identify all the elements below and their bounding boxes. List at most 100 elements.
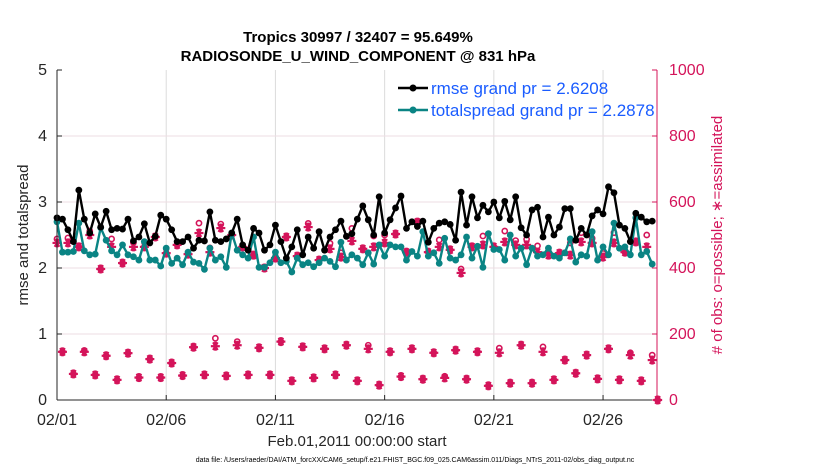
totalspread-point	[599, 243, 607, 251]
rmse-point	[616, 221, 623, 229]
obs-assimilated-marker	[522, 240, 532, 250]
obs-assimilated-marker	[112, 375, 122, 385]
obs-assimilated-marker	[582, 350, 592, 360]
obs-assimilated-marker	[374, 380, 384, 390]
legend-marker-totalspread	[409, 106, 417, 114]
totalspread-point	[326, 258, 334, 265]
rmse-point	[59, 215, 66, 223]
rmse-point	[452, 236, 460, 244]
rmse-point	[228, 229, 236, 237]
rmse-point	[474, 214, 481, 222]
totalspread-point	[135, 256, 143, 264]
rmse-point	[370, 231, 378, 239]
totalspread-point	[146, 256, 154, 264]
obs-assimilated-marker	[96, 264, 106, 274]
rmse-point	[594, 206, 601, 214]
y-tick-label-right: 400	[669, 260, 696, 277]
rmse-point	[446, 221, 454, 228]
data-file-footer: data file: /Users/raeder/DAI/ATM_forcXX/…	[196, 457, 635, 464]
rmse-point	[179, 238, 186, 246]
rmse-point	[413, 223, 421, 230]
obs-assimilated-marker	[281, 232, 291, 242]
x-tick-label: 02/26	[583, 412, 623, 429]
totalspread-point	[348, 251, 356, 259]
obs-assimilated-marker	[243, 370, 253, 380]
obs-assimilated-marker	[145, 354, 155, 364]
rmse-point	[91, 210, 99, 218]
totalspread-point	[588, 228, 596, 236]
totalspread-point	[452, 256, 460, 264]
totalspread-point	[304, 259, 312, 267]
totalspread-point	[577, 251, 585, 259]
rmse-point	[140, 220, 148, 228]
rmse-point	[381, 229, 389, 237]
y-axis-label-right: # of obs: o=possible; ∗=assimilated	[709, 116, 726, 355]
totalspread-point	[550, 252, 558, 260]
totalspread-point	[616, 244, 623, 252]
rmse-point	[108, 226, 116, 234]
obs-assimilated-marker	[609, 238, 619, 248]
rmse-point	[86, 229, 94, 237]
rmse-point	[315, 228, 323, 236]
obs-assimilated-marker	[134, 373, 144, 383]
y-tick-label-right: 200	[669, 326, 696, 343]
totalspread-point	[626, 251, 634, 259]
grid	[57, 70, 657, 400]
rmse-point	[588, 212, 596, 220]
obs-assimilated-marker	[429, 348, 439, 358]
rmse-point	[468, 193, 476, 201]
totalspread-point	[484, 230, 492, 238]
totalspread-point	[534, 252, 541, 260]
totalspread-point	[293, 254, 301, 262]
rmse-point	[184, 233, 192, 241]
obs-assimilated-marker	[347, 236, 357, 246]
y-tick-label-left: 2	[38, 260, 47, 277]
obs-assimilated-marker	[456, 268, 466, 278]
totalspread-point	[64, 248, 72, 256]
obs-assimilated-marker	[358, 244, 368, 254]
rmse-point	[337, 217, 345, 225]
totalspread-point	[206, 244, 214, 252]
totalspread-point	[201, 265, 208, 273]
x-tick-label: 02/11	[256, 412, 295, 429]
obs-assimilated-marker	[527, 378, 537, 388]
obs-assimilated-marker	[418, 374, 428, 384]
obs-possible-marker	[643, 231, 651, 239]
obs-assimilated-marker	[57, 347, 67, 357]
obs-assimilated-marker	[210, 341, 220, 351]
totalspread-point	[211, 256, 219, 264]
totalspread-point	[468, 254, 476, 262]
totalspread-point	[86, 251, 94, 259]
obs-assimilated-marker	[396, 372, 406, 382]
totalspread-point	[555, 254, 563, 262]
x-tick-label: 02/21	[474, 412, 514, 429]
rmse-point	[102, 207, 110, 215]
totalspread-point	[408, 248, 416, 255]
totalspread-point	[310, 263, 318, 271]
rmse-point	[250, 225, 257, 232]
x-tick-label: 02/06	[146, 412, 186, 429]
totalspread-point	[195, 259, 203, 267]
obs-assimilated-marker	[407, 344, 417, 354]
obs-assimilated-marker	[287, 376, 297, 386]
rmse-point	[561, 205, 569, 213]
rmse-point	[610, 189, 618, 197]
obs-assimilated-marker	[254, 343, 264, 353]
obs-assimilated-marker	[434, 242, 444, 252]
totalspread-point	[255, 263, 263, 271]
totalspread-point	[457, 251, 465, 259]
rmse-point	[64, 226, 72, 234]
totalspread-point	[80, 247, 88, 255]
obs-assimilated-marker	[494, 348, 504, 358]
rmse-point	[201, 237, 208, 245]
rmse-point	[490, 198, 498, 206]
obs-assimilated-marker	[309, 373, 319, 383]
rmse-point	[304, 233, 312, 241]
rmse-point	[572, 236, 580, 244]
rmse-point	[206, 208, 214, 216]
rmse-point	[583, 231, 591, 239]
totalspread-point	[162, 244, 170, 252]
rmse-point	[435, 219, 443, 227]
rmse-point	[255, 229, 263, 237]
obs-assimilated-marker	[199, 370, 209, 380]
